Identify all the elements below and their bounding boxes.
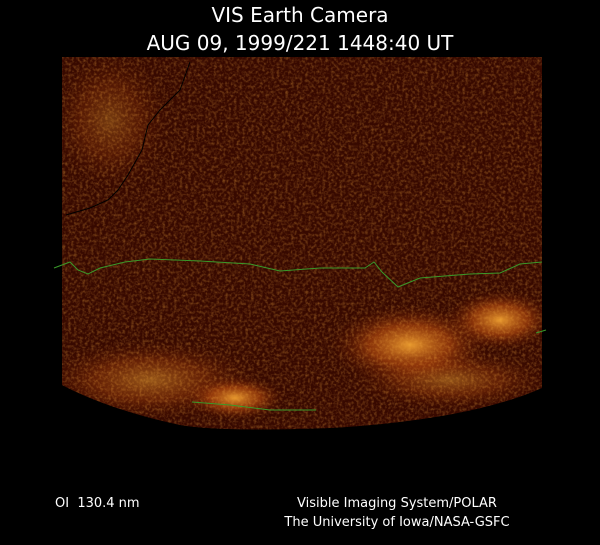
- filter-label: OI 130.4 nm: [55, 496, 140, 511]
- instrument-label: Visible Imaging System/POLAR: [297, 496, 497, 511]
- title: VIS Earth Camera: [211, 3, 388, 27]
- camera-image: [62, 57, 542, 430]
- latitude-line: [53, 258, 543, 288]
- edge-fragment: [535, 329, 547, 334]
- coast-fragment: [191, 401, 316, 411]
- coastline: [65, 61, 191, 216]
- timestamp: AUG 09, 1999/221 1448:40 UT: [147, 31, 455, 55]
- institution-label: The University of Iowa/NASA-GSFC: [283, 515, 509, 530]
